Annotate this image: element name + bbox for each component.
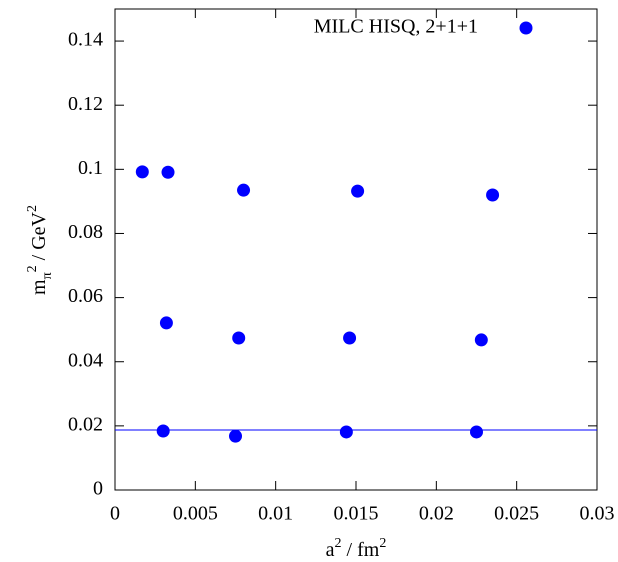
y-tick-label: 0.12 (68, 93, 103, 115)
y-tick-label: 0.02 (68, 413, 103, 435)
x-tick-label: 0.01 (258, 503, 293, 525)
x-axis-label-part: a (326, 539, 335, 561)
x-axis-label: a2 / fm2 (326, 536, 387, 561)
y-tick-label: 0.1 (78, 157, 103, 179)
data-point (161, 165, 175, 179)
data-point (229, 429, 242, 443)
data-point (232, 331, 246, 345)
y-axis-label-part: m (28, 279, 50, 295)
y-axis-label-part: 2 (25, 205, 40, 212)
x-axis-label-part: 2 (379, 536, 386, 551)
x-tick-label: 0.015 (334, 503, 379, 525)
x-axis-label-part: / fm (342, 539, 380, 561)
plot-frame (114, 8, 598, 491)
data-point (135, 165, 149, 179)
data-point (237, 183, 251, 197)
data-point (343, 331, 357, 345)
data-point (351, 184, 365, 198)
y-axis-label-part: / GeV (28, 211, 50, 265)
x-tick-label: 0.03 (580, 503, 615, 525)
data-point (474, 333, 488, 347)
y-axis-label: mπ2 / GeV2 (25, 205, 55, 295)
y-tick-label: 0.08 (68, 221, 103, 243)
y-tick-label: 0 (93, 478, 103, 500)
data-point (159, 316, 173, 330)
data-point (339, 425, 353, 439)
x-tick-label: 0.025 (494, 503, 539, 525)
y-tick-label: 0.14 (68, 29, 103, 51)
legend-label: MILC HISQ, 2+1+1 (314, 16, 478, 38)
x-tick-label: 0 (110, 503, 120, 525)
x-tick-label: 0.005 (173, 503, 218, 525)
y-tick-label: 0.04 (68, 349, 103, 371)
x-tick-label: 0.02 (419, 503, 454, 525)
y-tick-label: 0.06 (68, 285, 103, 307)
x-axis-label-part: 2 (335, 536, 342, 551)
data-point (470, 425, 483, 439)
legend-marker (519, 21, 533, 35)
y-axis-label-part: π (40, 272, 55, 279)
data-point (486, 188, 500, 202)
y-axis-label-part: 2 (25, 265, 40, 272)
data-point (156, 424, 170, 438)
